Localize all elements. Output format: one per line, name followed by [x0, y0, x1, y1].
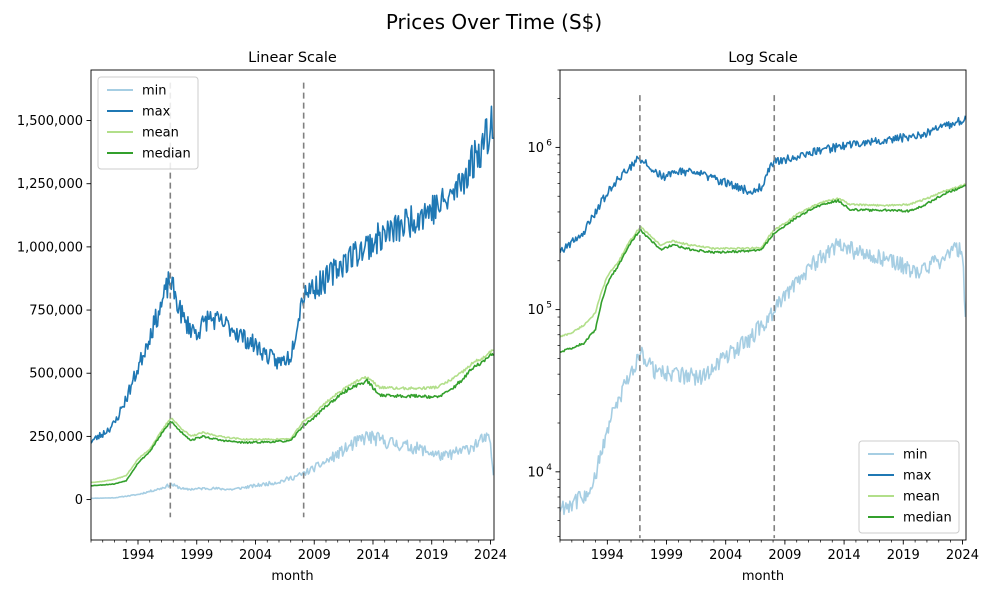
panel-2-series-line-mean: [560, 183, 966, 338]
panel-1-x-tick-label-1994: 1994: [121, 548, 154, 563]
panel-2-series-line-median: [560, 184, 966, 353]
panel-2-y-tick-exponent-2: 6: [546, 138, 552, 148]
panel-1-series-line-min: [91, 430, 494, 500]
figure-title: Prices Over Time (S$): [386, 10, 602, 34]
panel-1-y-tick-label-2: 500,000: [29, 367, 83, 382]
panel-1-title: Linear Scale: [248, 50, 337, 66]
panel-1-y-tick-label-5: 1,250,000: [17, 177, 83, 192]
panel-1-series-line-max: [91, 105, 494, 444]
panel-2-legend-label-mean: mean: [903, 490, 940, 505]
panel-2-x-tick-label-1999: 1999: [650, 548, 683, 563]
panel-1-x-tick-label-2004: 2004: [239, 548, 272, 563]
panel-2-y-tick-label-0: 10: [527, 465, 544, 480]
panel-1-y-tick-label-6: 1,500,000: [17, 114, 83, 129]
panel-1-x-tick-label-2019: 2019: [415, 548, 448, 563]
panel-1-x-tick-label-1999: 1999: [180, 548, 213, 563]
panel-2-chart: Log Scale 1994 1999 2004 2009 2014 2019 2024 mon…: [527, 50, 979, 584]
panel-1-y-tick-label-0: 0: [75, 493, 83, 508]
panel-2-y-tick-exponent-0: 4: [546, 463, 552, 473]
panel-2-legend-label-max: max: [903, 469, 932, 484]
panel-2-y-tick-label-1: 10: [527, 303, 544, 318]
panel-1-y-tick-label-1: 250,000: [29, 430, 83, 445]
panel-2-y-tick-exponent-1: 5: [546, 301, 552, 311]
panel-1-x-tick-label-2024: 2024: [474, 548, 507, 563]
panel-1-legend-label-mean: mean: [142, 126, 179, 141]
panel-2-legend: min max mean median: [858, 440, 960, 534]
panel-2-y-tick-label-2: 10: [527, 141, 544, 156]
panel-1-x-tick-label-2014: 2014: [356, 548, 389, 563]
panel-2-series-line-min: [560, 238, 966, 516]
panel-2-legend-box: [858, 440, 960, 534]
panel-2-legend-label-min: min: [903, 448, 928, 463]
panel-1-axes-frame: [90, 69, 495, 541]
panel-2-series-line-max: [560, 115, 966, 254]
panel-1-y-tick-label-3: 750,000: [29, 304, 83, 319]
panel-1-legend-label-max: max: [142, 105, 171, 120]
panel-1-series-line-mean: [91, 349, 494, 484]
panel-2-axes-frame: [559, 69, 967, 541]
panel-2-x-tick-label-1994: 1994: [591, 548, 624, 563]
panel-1-series-line-median: [91, 352, 494, 487]
panel-1-x-tick-label-2009: 2009: [298, 548, 331, 563]
panel-1-y-tick-label-4: 1,000,000: [17, 240, 83, 255]
panel-2-x-tick-label-2004: 2004: [709, 548, 742, 563]
panel-1-legend-label-min: min: [142, 84, 167, 99]
panel-2-legend-label-median: median: [903, 511, 952, 526]
panel-2-x-tick-label-2009: 2009: [768, 548, 801, 563]
panel-2-series-group: [560, 115, 966, 516]
panel-1-legend-label-median: median: [142, 147, 191, 162]
panel-2-x-axis-label: month: [742, 569, 784, 584]
panel-2-x-tick-label-2019: 2019: [887, 548, 920, 563]
panel-1-legend-box: [97, 76, 199, 170]
panel-1-x-axis-label: month: [271, 569, 313, 584]
panel-2-x-tick-label-2024: 2024: [946, 548, 979, 563]
panel-1-chart: Linear Scale 1994 1999 2004 2009 2014 2019 2024…: [17, 50, 507, 584]
panel-2-title: Log Scale: [728, 50, 798, 66]
panel-1-series-group: [91, 105, 494, 500]
panel-1-legend: min max mean median: [97, 76, 199, 170]
panel-2-x-tick-label-2014: 2014: [828, 548, 861, 563]
